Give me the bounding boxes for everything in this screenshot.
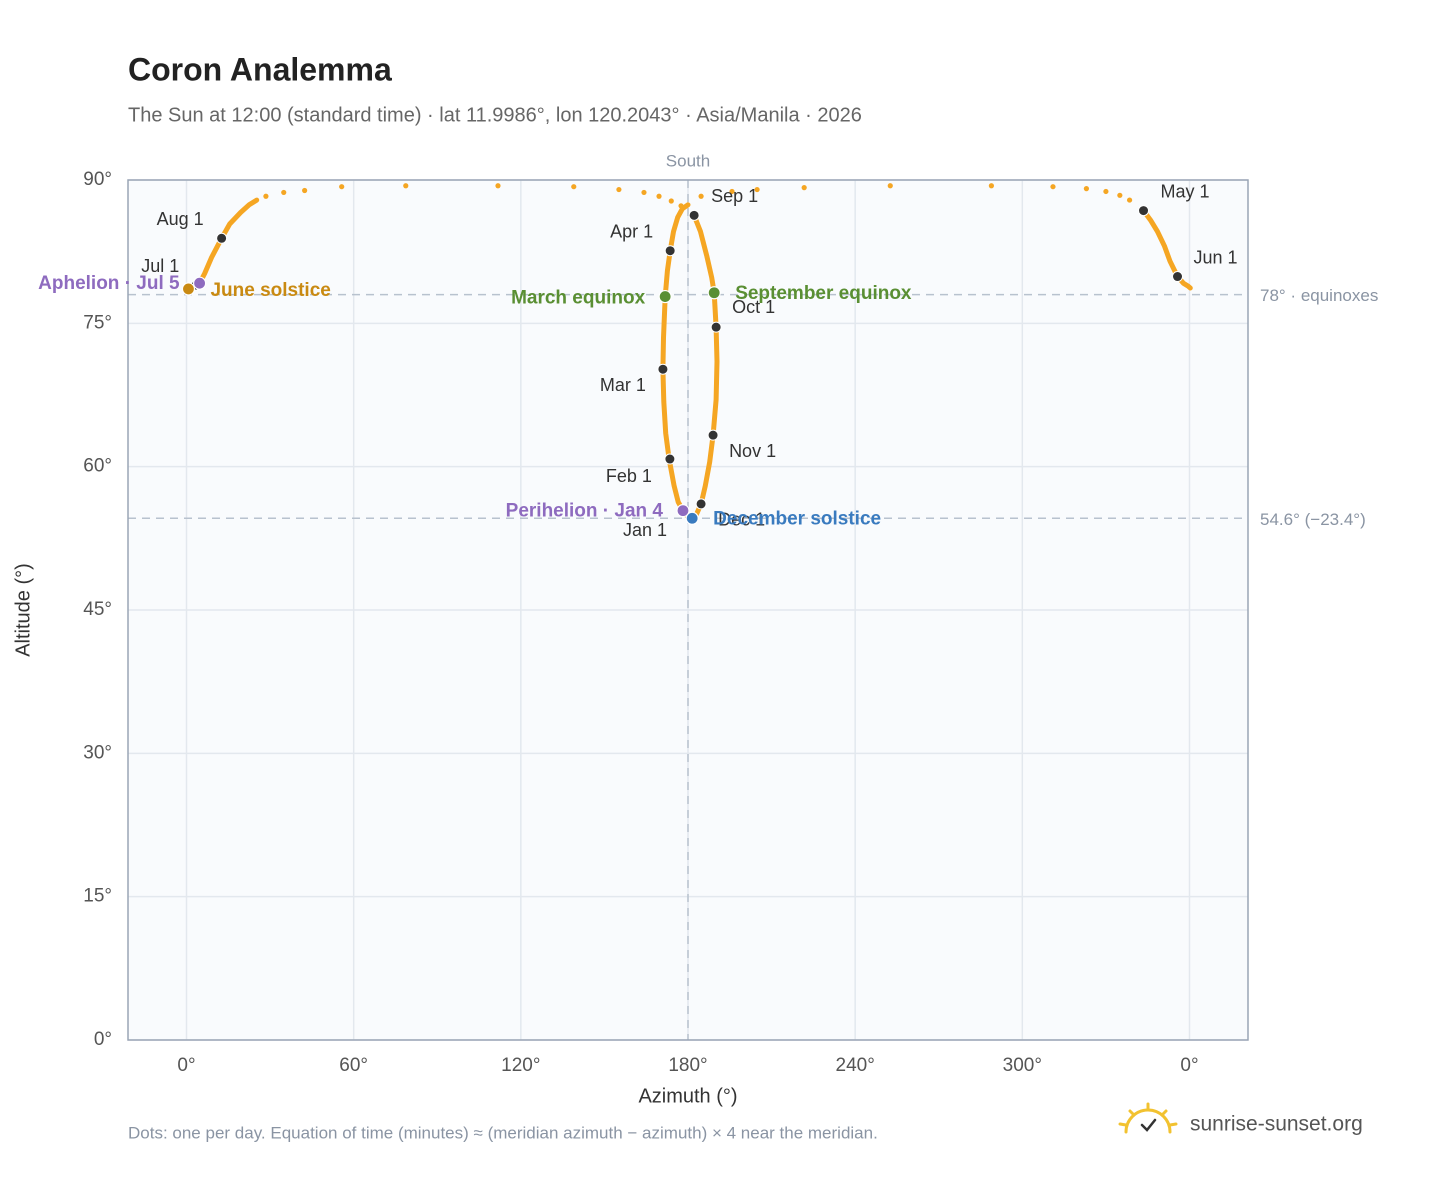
y-tick-label: 30°: [83, 742, 112, 763]
reference-label: 78° · equinoxes: [1260, 286, 1378, 305]
daily-dot: [1126, 197, 1133, 203]
month-marker: [1172, 271, 1184, 283]
month-marker: [688, 209, 700, 221]
event-marker: [193, 276, 207, 290]
plot-layer: Jan 1 Feb 1 Mar 1 Apr 1 May 1 Jun 1 Jul 1 Aug 1…: [128, 180, 1248, 1040]
daily-dot: [403, 183, 409, 189]
daily-dot: [616, 186, 622, 193]
month-label: Feb 1: [606, 466, 652, 486]
month-label: Jan 1: [623, 520, 667, 540]
month-label: Jul 1: [141, 256, 179, 276]
y-tick-label: 45°: [83, 599, 112, 620]
x-tick-label: 60°: [339, 1055, 368, 1076]
x-tick-label: 180°: [668, 1055, 707, 1076]
month-marker: [710, 321, 722, 333]
event-label: December solstice: [713, 508, 881, 529]
daily-dot: [729, 188, 735, 195]
daily-dot: [571, 184, 577, 190]
daily-dot: [281, 189, 287, 196]
plot-border: [127, 179, 1249, 1041]
y-tick-label: 90°: [83, 169, 112, 190]
month-marker: [695, 498, 707, 510]
event-marker: [685, 511, 699, 525]
x-tick-label: 300°: [1003, 1055, 1042, 1076]
x-tick-label: 0°: [1180, 1055, 1198, 1076]
daily-dot: [339, 184, 345, 190]
event-label: Aphelion · Jul 5: [38, 273, 180, 294]
brand-name: sunrise-sunset.org: [1190, 1113, 1363, 1136]
event-label: September equinox: [735, 283, 912, 304]
event-marker: [658, 289, 672, 304]
chart-subtitle: The Sun at 12:00 (standard time) · lat 1…: [128, 104, 862, 126]
event-label: Perihelion · Jan 4: [506, 501, 664, 522]
month-marker: [657, 363, 669, 375]
month-marker: [1138, 205, 1150, 217]
daily-dot: [678, 203, 684, 209]
daily-dot: [302, 187, 308, 194]
y-axis-title: Altitude (°): [12, 563, 34, 657]
month-label: May 1: [1161, 181, 1210, 201]
x-axis-title: Azimuth (°): [638, 1085, 737, 1107]
daily-dot: [698, 193, 704, 199]
month-label: Aug 1: [157, 209, 204, 229]
month-marker: [216, 232, 228, 244]
daily-dot: [887, 183, 893, 189]
brand-logo: [1118, 1102, 1178, 1134]
daily-dot: [263, 193, 269, 199]
daily-dot: [1117, 192, 1123, 198]
event-marker: [707, 286, 721, 300]
daily-dot: [668, 198, 674, 204]
meridian-label: South: [666, 151, 710, 170]
daily-dot: [801, 185, 807, 191]
y-tick-label: 75°: [83, 312, 112, 333]
x-tick-label: 0°: [177, 1055, 195, 1076]
month-label: Mar 1: [600, 375, 646, 395]
daily-dot: [754, 186, 760, 193]
event-label: June solstice: [210, 280, 330, 301]
month-label: Oct 1: [732, 297, 775, 317]
month-label: Nov 1: [729, 441, 776, 461]
reference-label: 54.6° (−23.4°): [1260, 510, 1366, 529]
daily-dot: [1083, 186, 1090, 192]
x-tick-label: 240°: [836, 1055, 875, 1076]
daily-dot: [495, 183, 501, 189]
y-tick-label: 0°: [94, 1029, 112, 1050]
daily-dot: [1050, 184, 1056, 190]
daily-dot: [641, 189, 647, 196]
daily-dot: [656, 193, 662, 199]
event-label: March equinox: [511, 288, 646, 309]
event-marker: [181, 282, 196, 296]
month-label: Dec 1: [718, 510, 765, 530]
footnote: Dots: one per day. Equation of time (min…: [128, 1123, 878, 1142]
month-label: Jun 1: [1194, 247, 1238, 267]
y-tick-label: 15°: [83, 886, 112, 907]
x-tick-label: 120°: [501, 1055, 540, 1076]
chart-title: Coron Analemma: [128, 51, 392, 87]
daily-dot: [988, 183, 995, 189]
month-marker: [664, 245, 676, 257]
month-label: Sep 1: [711, 186, 758, 206]
month-label: Apr 1: [610, 221, 653, 241]
y-tick-label: 60°: [83, 456, 112, 477]
month-marker: [664, 453, 676, 465]
event-marker: [676, 504, 690, 518]
daily-dot: [1103, 188, 1109, 195]
month-marker: [707, 429, 719, 441]
